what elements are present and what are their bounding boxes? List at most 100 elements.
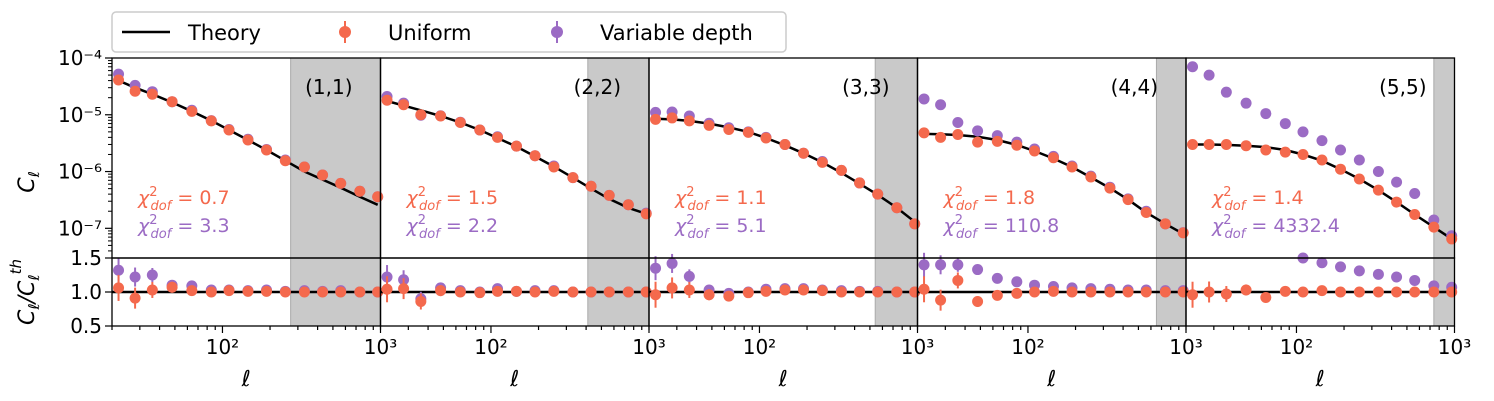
uniform-ratio-point <box>723 290 735 302</box>
variable-depth-ratio-point <box>129 271 141 283</box>
x-tick-label: 10³ <box>632 335 665 359</box>
variable-depth-ratio-point <box>666 257 678 269</box>
variable-depth-point <box>1335 144 1347 156</box>
uniform-ratio-point <box>186 285 198 297</box>
uniform-point <box>205 115 217 127</box>
uniform-point <box>492 131 504 143</box>
uniform-ratio-point <box>1409 286 1421 298</box>
uniform-ratio-point <box>1316 285 1328 297</box>
panel-label: (5,5) <box>1379 75 1426 99</box>
variable-depth-point <box>1316 135 1328 147</box>
x-tick-label: 10² <box>1011 335 1044 359</box>
shade-region-top <box>290 58 381 258</box>
uniform-point <box>703 119 715 131</box>
variable-depth-ratio-point <box>918 259 930 271</box>
uniform-ratio-point <box>415 296 427 308</box>
panel-5: 10² 10³ ℓ (5,5) χ2 dof = 1.4χ2 dof = 4332.4 <box>1185 57 1471 392</box>
uniform-point <box>1104 182 1116 194</box>
uniform-ratio-point <box>335 286 347 298</box>
uniform-point <box>317 169 329 181</box>
uniform-point <box>640 208 652 220</box>
uniform-ratio-point <box>1446 286 1458 298</box>
panels: 10² 10³ ℓ (1,1) χ2 dof = 0.7χ2 dof = 3.3 10² 10³… <box>58 46 1471 392</box>
variable-depth-ratio-point <box>972 264 984 276</box>
uniform-point <box>113 74 125 86</box>
uniform-point <box>683 115 695 127</box>
chi2-uniform: χ2 dof = 1.4 <box>1211 185 1304 214</box>
chi2-variable-depth: χ2 dof = 4332.4 <box>1211 213 1340 242</box>
svg-text:Cℓ/Cℓth: Cℓ/Cℓth <box>7 259 43 325</box>
variable-depth-point <box>952 117 964 129</box>
uniform-point <box>567 172 579 184</box>
variable-depth-point <box>1240 97 1252 109</box>
x-tick-label: 10² <box>743 335 776 359</box>
uniform-point <box>548 161 560 173</box>
uniform-point <box>1122 194 1134 206</box>
uniform-point <box>129 85 141 97</box>
variable-depth-ratio-point <box>935 259 947 271</box>
chi2-variable-depth: χ2 dof = 3.3 <box>137 213 230 242</box>
legend-theory-label: Theory <box>187 21 261 45</box>
uniform-point <box>1203 138 1215 150</box>
variable-depth-ratio-point <box>991 272 1003 284</box>
uniform-ratio-point <box>872 286 884 298</box>
uniform-point <box>972 136 984 148</box>
variable-depth-point <box>1220 86 1232 98</box>
uniform-point <box>166 96 178 108</box>
uniform-ratio-point <box>603 286 615 298</box>
variable-depth-ratio-point <box>1335 261 1347 273</box>
legend-variable-marker <box>551 26 563 38</box>
uniform-ratio-point <box>1066 286 1078 298</box>
uniform-ratio-point <box>223 285 235 297</box>
uniform-point <box>723 124 735 136</box>
variable-depth-point <box>1391 176 1403 188</box>
variable-depth-ratio-point <box>683 270 695 282</box>
variable-depth-point <box>1353 154 1365 166</box>
variable-depth-point <box>918 93 930 105</box>
uniform-point <box>918 127 930 139</box>
uniform-ratio-point <box>129 292 141 304</box>
uniform-ratio-point <box>585 286 597 298</box>
x-axis-label: ℓ <box>241 367 251 392</box>
uniform-point <box>261 144 273 156</box>
uniform-ratio-point <box>683 284 695 296</box>
chi2-uniform: χ2 dof = 1.1 <box>674 185 767 214</box>
shade-region-top <box>1433 58 1455 258</box>
variable-depth-point <box>1187 61 1199 73</box>
uniform-ratio-point <box>261 285 273 297</box>
variable-depth-ratio-point <box>952 259 964 271</box>
variable-depth-point <box>1260 108 1272 120</box>
y-tick-label: 10⁻⁴ <box>58 46 102 70</box>
uniform-ratio-point <box>567 286 579 298</box>
uniform-ratio-point <box>166 281 178 293</box>
uniform-point <box>298 161 310 173</box>
uniform-ratio-point <box>435 285 447 297</box>
variable-depth-point <box>972 125 984 137</box>
legend-variable-label: Variable depth <box>600 21 753 45</box>
uniform-point <box>1409 209 1421 221</box>
chi2-uniform: χ2 dof = 0.7 <box>137 185 230 214</box>
uniform-ratio-point <box>398 283 410 295</box>
uniform-point <box>666 112 678 124</box>
uniform-ratio-point <box>1085 286 1097 298</box>
svg-text:Cℓ: Cℓ <box>15 171 43 193</box>
uniform-point <box>1279 146 1291 158</box>
uniform-point <box>1335 163 1347 175</box>
variable-depth-point <box>1409 188 1421 200</box>
uniform-point <box>335 177 347 189</box>
uniform-ratio-point <box>474 287 486 299</box>
uniform-point <box>650 113 662 125</box>
uniform-ratio-point <box>1372 286 1384 298</box>
uniform-point <box>891 202 903 214</box>
uniform-point <box>1047 152 1059 164</box>
variable-depth-ratio-point <box>146 269 158 281</box>
uniform-ratio-point <box>381 283 393 295</box>
uniform-point <box>835 164 847 176</box>
uniform-point <box>354 185 366 197</box>
x-axis-label: ℓ <box>778 367 788 392</box>
panel-1: 10² 10³ ℓ (1,1) χ2 dof = 0.7χ2 dof = 3.3 <box>111 57 397 392</box>
uniform-ratio-point <box>1335 286 1347 298</box>
panel-frame-bottom <box>1185 257 1456 327</box>
x-axis-label: ℓ <box>1046 367 1056 392</box>
